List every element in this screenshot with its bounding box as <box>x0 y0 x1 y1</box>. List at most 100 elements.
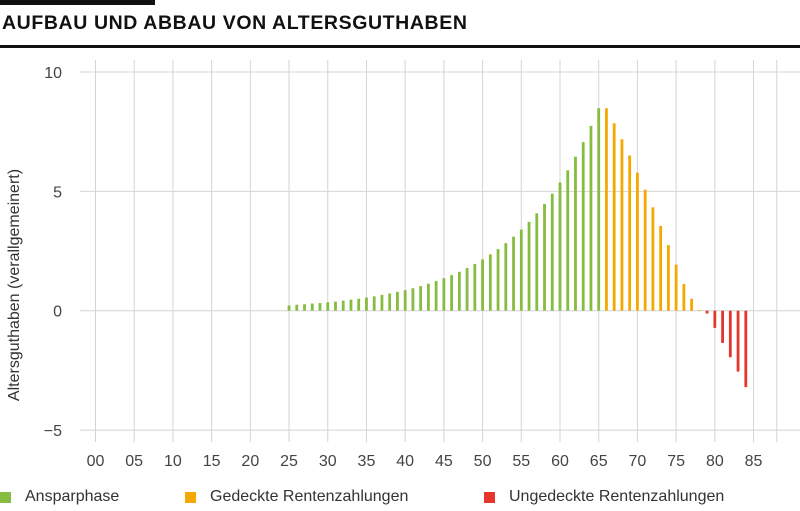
legend-swatch-ansparphase <box>0 491 11 503</box>
bar <box>519 229 523 311</box>
x-tick-label: 80 <box>706 453 724 470</box>
bar <box>682 283 686 311</box>
bar <box>388 293 392 311</box>
bar <box>612 123 616 311</box>
top-accent-rule <box>0 0 155 5</box>
bar <box>303 304 306 311</box>
bar <box>334 301 337 311</box>
bar <box>287 305 291 311</box>
bar <box>403 290 407 311</box>
bar <box>651 207 655 311</box>
x-tick-label: 05 <box>125 453 143 470</box>
bar <box>674 264 678 311</box>
bar <box>396 291 399 311</box>
y-axis-label: Altersguthaben (verallgemeinert) <box>6 169 23 401</box>
bar <box>419 286 423 311</box>
bar <box>434 281 438 311</box>
bar <box>636 172 639 311</box>
bar <box>581 142 585 311</box>
bar <box>295 304 299 311</box>
bar <box>597 108 601 311</box>
legend-label-ungedeckte: Ungedeckte Rentenzahlungen <box>509 488 725 505</box>
bar <box>496 249 500 311</box>
bar <box>488 254 492 311</box>
bar <box>628 155 632 311</box>
x-tick-label: 55 <box>512 453 530 470</box>
y-tick-label: −5 <box>44 423 62 440</box>
legend-item-ansparphase: Ansparphase <box>0 488 119 506</box>
x-tick-label: 35 <box>358 453 376 470</box>
x-tick-label: 30 <box>319 453 337 470</box>
bar <box>728 310 732 358</box>
bar <box>574 156 577 311</box>
x-tick-label: 40 <box>396 453 414 470</box>
bar <box>666 245 670 311</box>
bar <box>744 310 748 388</box>
bar <box>465 267 469 311</box>
bar <box>535 213 539 311</box>
x-tick-label: 45 <box>435 453 453 470</box>
x-tick-label: 50 <box>474 453 492 470</box>
x-tick-label: 20 <box>241 453 259 470</box>
bar <box>697 310 701 311</box>
bar <box>705 310 709 314</box>
title-rule <box>0 45 800 48</box>
bar <box>605 108 608 311</box>
legend-label-ansparphase: Ansparphase <box>25 488 120 505</box>
bar <box>380 294 384 311</box>
y-tick-label: 5 <box>53 184 62 201</box>
bar <box>527 221 531 311</box>
x-tick-label: 75 <box>667 453 685 470</box>
bar <box>450 275 454 311</box>
bar <box>550 193 554 311</box>
bar <box>318 303 322 311</box>
bar <box>365 297 368 311</box>
x-tick-label: 10 <box>164 453 182 470</box>
legend: Ansparphase Gedeckte Rentenzahlungen Ung… <box>0 488 800 510</box>
bar <box>310 303 314 311</box>
bar <box>341 300 345 311</box>
bar <box>504 243 508 311</box>
bar <box>690 298 694 311</box>
legend-label-gedeckte: Gedeckte Rentenzahlungen <box>210 488 409 505</box>
grid <box>80 60 800 442</box>
bar <box>372 296 376 311</box>
bar <box>659 225 663 311</box>
bar <box>411 288 415 311</box>
tick-labels: 00 05 10 15 20 25 30 35 40 45 50 55 60 65 70 75 80 851050… <box>44 65 763 470</box>
bar <box>512 236 515 311</box>
x-tick-label: 60 <box>551 453 569 470</box>
x-tick-label: 85 <box>745 453 763 470</box>
bar <box>426 283 430 311</box>
bar <box>473 263 477 311</box>
y-tick-label: 10 <box>44 65 62 82</box>
legend-swatch-gedeckte <box>185 491 196 503</box>
bar <box>713 310 717 328</box>
legend-swatch-ungedeckte <box>484 491 495 503</box>
chart-area: 00 05 10 15 20 25 30 35 40 45 50 55 60 65 70 75 80 851050… <box>6 60 800 470</box>
bar <box>326 302 330 311</box>
bar <box>736 310 740 372</box>
bar <box>543 203 546 311</box>
bar <box>442 278 446 311</box>
x-tick-label: 00 <box>87 453 105 470</box>
bar <box>620 139 624 311</box>
legend-item-gedeckte: Gedeckte Rentenzahlungen <box>185 488 408 506</box>
bars <box>287 108 748 388</box>
bar <box>481 259 484 311</box>
chart-title: AUFBAU UND ABBAU VON ALTERSGUTHABEN <box>2 12 468 34</box>
x-tick-label: 25 <box>280 453 298 470</box>
bar <box>589 125 593 311</box>
bar <box>357 298 361 311</box>
legend-item-ungedeckte: Ungedeckte Rentenzahlungen <box>484 488 724 506</box>
bar <box>721 310 724 343</box>
y-tick-label: 0 <box>53 304 62 321</box>
x-tick-label: 65 <box>590 453 608 470</box>
bar <box>349 299 353 311</box>
bar <box>643 189 647 311</box>
x-tick-label: 70 <box>629 453 647 470</box>
bar <box>457 271 461 311</box>
x-tick-label: 15 <box>203 453 221 470</box>
bar <box>558 182 562 311</box>
bar <box>566 170 570 311</box>
